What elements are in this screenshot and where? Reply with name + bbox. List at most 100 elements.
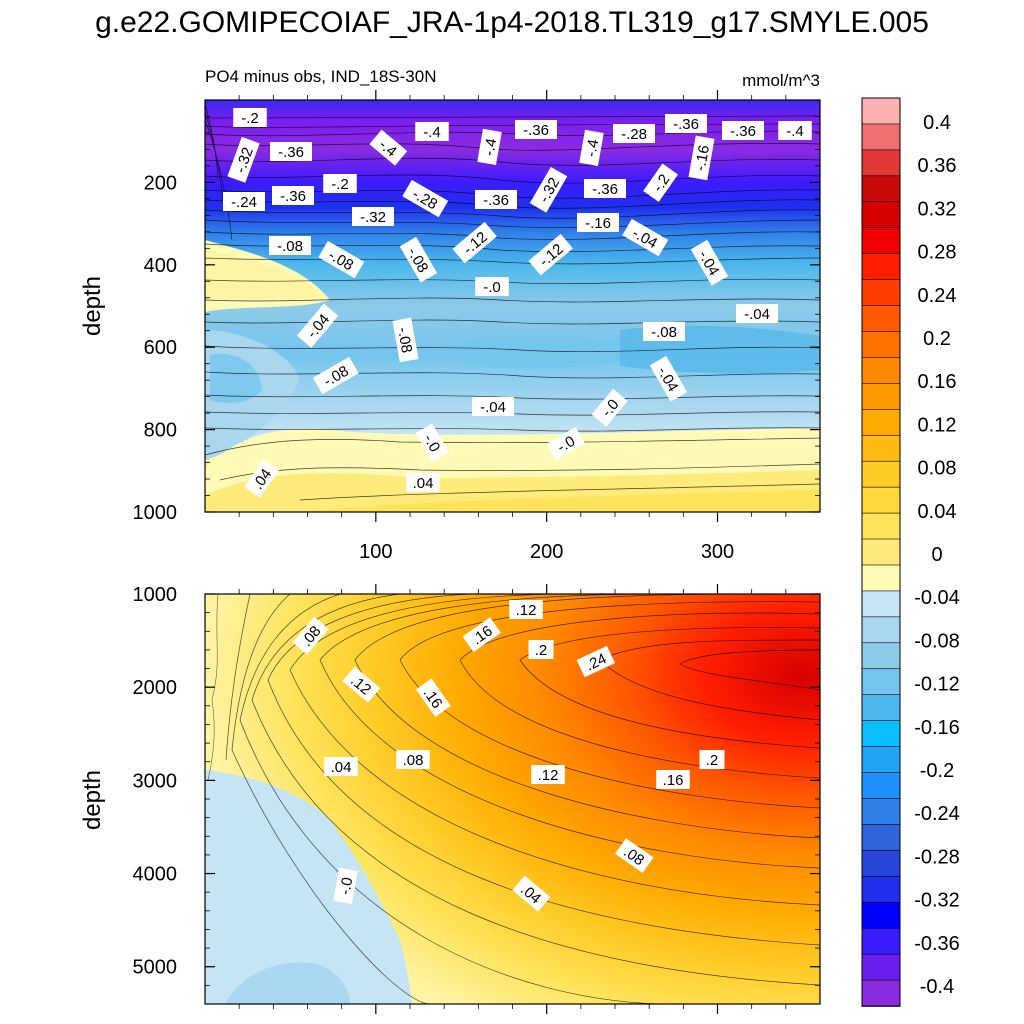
contour-label-box: [392, 317, 419, 363]
contour-label-box: [223, 192, 265, 211]
colorbar-label: -0.08: [914, 630, 960, 652]
contour-label-text: -.08: [651, 324, 677, 341]
contour-label-box: [333, 867, 358, 905]
panel-top-units: mmol/m^3: [742, 71, 820, 90]
colorbar-label: 0.16: [918, 371, 957, 393]
contour-label-box: [531, 765, 565, 784]
colorbar-label: -0.32: [914, 890, 960, 912]
contour-label-box: [296, 303, 339, 348]
contour-label-box: [318, 240, 365, 279]
contour-label: -.4: [415, 122, 449, 141]
contour-label-box: [515, 120, 557, 139]
contour-label-box: [643, 163, 678, 202]
contour-label: .12: [342, 666, 381, 703]
contour-label-box: [643, 322, 685, 341]
colorbar-box: [861, 564, 901, 592]
contour-label: .2: [699, 750, 725, 769]
colorbar-box: [861, 927, 901, 955]
contour-label: -.16: [688, 135, 715, 181]
contour-label-box: [591, 388, 628, 427]
contour-label-box: [529, 166, 568, 213]
contour-label: -.4: [778, 121, 812, 140]
panel-bottom: 1000 2000 3000 4000 5000 depth .12 .08 .16 .2 .2…: [79, 584, 821, 1014]
colorbar-box: [861, 149, 901, 177]
colorbar-box: [861, 512, 901, 540]
colorbar-box: [861, 720, 901, 748]
contour-label-box: [472, 397, 514, 416]
contour-label-box: [512, 875, 551, 912]
y-tick-label: 1000: [133, 584, 178, 606]
contour-label-text: -.2: [241, 110, 259, 127]
contour-label-text: -.36: [673, 116, 699, 133]
contour-label-text: -.36: [592, 181, 618, 198]
colorbar-box: [861, 746, 901, 774]
colorbar-label: 0.4: [923, 112, 951, 134]
colorbar-frame: [861, 97, 901, 1007]
contour-label: -.0: [475, 277, 509, 296]
contour-label: -.4: [579, 129, 604, 167]
contour-label-text: -.36: [483, 192, 509, 209]
contour-label-box: [415, 122, 449, 141]
contour-label: -.24: [223, 192, 265, 211]
contour-label-text: .04: [413, 475, 434, 492]
contour-label: -.08: [643, 322, 685, 341]
colorbar-label: 0.12: [918, 414, 957, 436]
contour-label: -.4: [477, 128, 502, 166]
contour-label-text: -.4: [786, 123, 804, 140]
contour-label-text: -.36: [730, 123, 756, 140]
colorbar-box: [861, 953, 901, 981]
panel-top-left-title: PO4 minus obs, IND_18S-30N: [205, 67, 437, 86]
contour-label-box: [402, 179, 449, 218]
contour-label-text: -.4: [481, 137, 501, 157]
x-tick-label: 100: [359, 541, 392, 563]
colorbar-box: [861, 123, 901, 151]
contour-label-box: [477, 128, 502, 166]
colorbar-label: -0.12: [914, 674, 960, 696]
contour-label-box: [475, 190, 517, 209]
contour-label-box: [292, 616, 329, 655]
contour-label-box: [227, 136, 260, 183]
colorbar-label: 0.36: [918, 155, 957, 177]
contour-label-text: -.36: [523, 122, 549, 139]
contour-label-text: .2: [535, 642, 548, 659]
colorbar-box: [861, 227, 901, 255]
contour-label-box: [270, 142, 312, 161]
colorbar-box: [861, 279, 901, 307]
colorbar-box: [861, 383, 901, 411]
contour-label: -.16: [577, 213, 619, 232]
contour-label-box: [736, 304, 778, 323]
colorbar-box: [861, 668, 901, 696]
contour-label-box: [584, 179, 626, 198]
contour-label-box: [416, 678, 451, 717]
colorbar-label: -0.2: [920, 760, 954, 782]
contour-label-box: [528, 640, 554, 659]
colorbar-box: [861, 850, 901, 878]
contour-label-box: [369, 129, 408, 166]
colorbar-label: 0.2: [923, 328, 951, 350]
figure-title: g.e22.GOMIPECOIAF_JRA-1p4-2018.TL319_g17…: [95, 6, 929, 39]
colorbar-box: [861, 175, 901, 203]
contour-label: -.0: [546, 426, 586, 461]
colorbar-label: -0.36: [914, 933, 960, 955]
panel-bottom-field: [205, 594, 820, 1004]
contour-label-text: -.36: [278, 144, 304, 161]
contour-label-text: -.0: [483, 279, 501, 296]
contour-label-box: [244, 459, 279, 498]
contour-label-text: .2: [706, 752, 719, 769]
contour-label-text: -.04: [744, 306, 770, 323]
colorbar-label: -0.4: [920, 976, 954, 998]
contour-label-box: [233, 108, 267, 127]
contour-label: -.04: [736, 304, 778, 323]
contour-label: .08: [396, 750, 430, 769]
contour-label-text: .12: [538, 767, 559, 784]
contour-label-text: -.36: [280, 188, 306, 205]
colorbar-box: [861, 642, 901, 670]
colorbar-label: 0.28: [918, 242, 957, 264]
contour-label-text: -.08: [277, 238, 303, 255]
contour-label-text: -.0: [554, 433, 578, 456]
colorbar-label: 0.08: [918, 458, 957, 480]
contour-label-box: [699, 750, 725, 769]
contour-label-text: -.24: [231, 194, 257, 211]
contour-label: -.36: [515, 120, 557, 139]
